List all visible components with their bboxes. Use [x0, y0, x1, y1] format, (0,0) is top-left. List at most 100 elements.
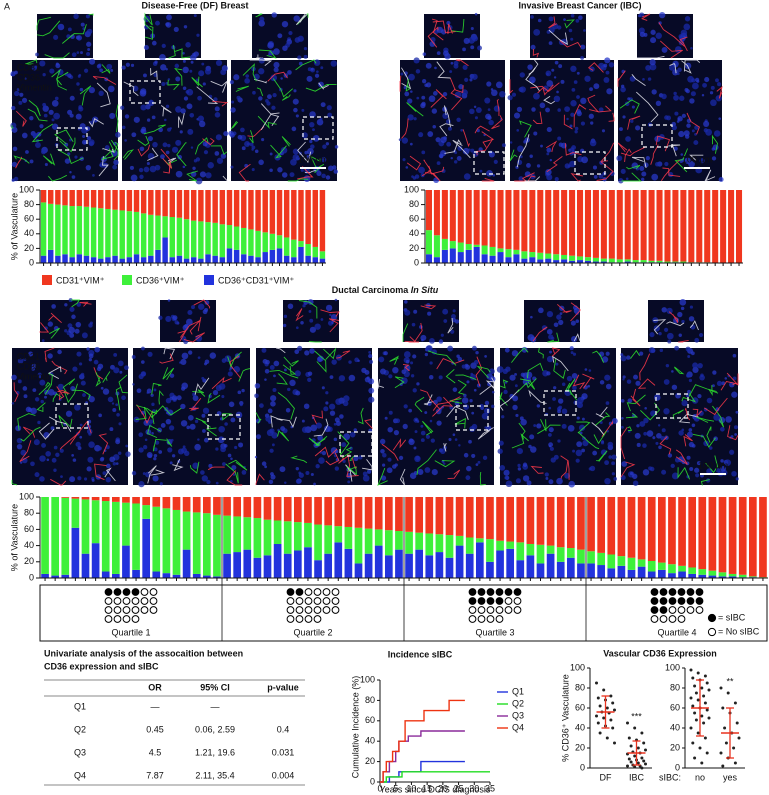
- bar-segment: [132, 497, 140, 504]
- bar-segment: [553, 190, 560, 255]
- nucleus: [715, 95, 722, 102]
- vessel: [499, 392, 508, 406]
- micrograph: [282, 298, 340, 343]
- bar-segment: [241, 227, 247, 255]
- nucleus: [169, 373, 175, 378]
- nucleus: [422, 79, 427, 84]
- nucleus: [431, 469, 438, 476]
- bar-segment: [668, 497, 676, 565]
- nucleus: [180, 420, 188, 427]
- nucleus: [92, 174, 95, 177]
- bar-segment: [192, 497, 201, 513]
- nucleus: [190, 60, 194, 64]
- x-axis-label: Years since DCIS diagnosis: [380, 784, 491, 794]
- nucleus: [175, 139, 182, 146]
- nucleus: [533, 131, 538, 136]
- nucleus: [461, 364, 466, 369]
- nucleus: [661, 307, 667, 313]
- nucleus: [143, 445, 148, 450]
- nucleus: [41, 443, 46, 448]
- bar-segment: [172, 497, 181, 510]
- vessel: [681, 60, 692, 74]
- vessel: [689, 320, 699, 331]
- nucleus: [681, 113, 686, 118]
- nucleus: [76, 351, 82, 357]
- vessel: [436, 358, 465, 370]
- nucleus: [303, 46, 308, 51]
- nucleus: [181, 382, 189, 390]
- nucleus: [420, 102, 426, 109]
- nucleus: [25, 150, 29, 154]
- bar-segment: [334, 526, 343, 543]
- x-tick-label: DF: [600, 772, 612, 782]
- nucleus: [366, 376, 370, 380]
- bar-segment: [696, 190, 703, 263]
- nucleus: [115, 132, 121, 138]
- nucleus: [418, 166, 425, 174]
- bar-segment: [465, 249, 472, 263]
- bar-segment: [473, 190, 480, 245]
- vessel: [540, 419, 547, 432]
- y-axis-label: Cumulative Incidence (%): [350, 676, 360, 779]
- table-row-label: Q1: [74, 701, 86, 711]
- nucleus: [499, 464, 506, 471]
- vessel: [311, 410, 323, 424]
- micrograph: [39, 298, 96, 342]
- bar-segment: [546, 545, 555, 554]
- bar-segment: [140, 257, 147, 263]
- nucleus: [677, 117, 681, 121]
- vessel: [95, 372, 101, 387]
- nucleus: [69, 476, 76, 483]
- bar-segment: [91, 543, 100, 578]
- sibc-dot: [131, 615, 140, 623]
- bar-segment: [545, 190, 552, 254]
- vessel: [24, 59, 38, 65]
- bar-segment: [465, 244, 472, 250]
- bar-segment: [324, 553, 333, 578]
- vessel: [255, 412, 262, 424]
- bar-segment: [607, 568, 616, 578]
- nucleus: [556, 477, 563, 485]
- vessel: [162, 367, 175, 381]
- vessel: [36, 20, 61, 37]
- bar-segment: [162, 573, 171, 578]
- bar-segment: [526, 497, 535, 544]
- bar-segment: [83, 255, 90, 263]
- vessel: [136, 404, 154, 424]
- incidence-line: [380, 699, 465, 783]
- nucleus: [605, 401, 610, 405]
- x-tick-label: 20: [438, 783, 448, 793]
- bar-segment: [497, 190, 504, 249]
- nucleus: [205, 172, 212, 179]
- bar-segment: [354, 563, 363, 578]
- vessel: [679, 36, 688, 52]
- nucleus: [325, 142, 330, 146]
- data-point: [609, 694, 613, 698]
- vessel: [450, 18, 465, 33]
- nucleus: [217, 436, 225, 444]
- nucleus: [530, 336, 537, 343]
- nucleus: [322, 144, 327, 149]
- nucleus: [516, 106, 523, 113]
- nucleus: [699, 374, 705, 381]
- nucleus: [627, 97, 631, 101]
- nucleus: [145, 104, 151, 110]
- nucleus: [388, 374, 393, 379]
- nucleus: [522, 475, 530, 482]
- bar-segment: [759, 497, 767, 578]
- micrograph-bg: [424, 14, 480, 58]
- nucleus: [451, 314, 456, 319]
- bar-segment: [364, 528, 373, 554]
- nucleus: [180, 358, 187, 365]
- nucleus: [93, 359, 99, 365]
- vessel: [56, 386, 65, 401]
- data-point: [609, 718, 613, 722]
- x-tick-label: 35: [485, 783, 495, 793]
- nucleus: [55, 452, 60, 458]
- nucleus: [81, 139, 87, 145]
- nucleus: [731, 470, 737, 477]
- vessel: [104, 467, 116, 482]
- nucleus: [408, 408, 412, 413]
- nucleus: [553, 454, 559, 460]
- vessel: [174, 67, 183, 86]
